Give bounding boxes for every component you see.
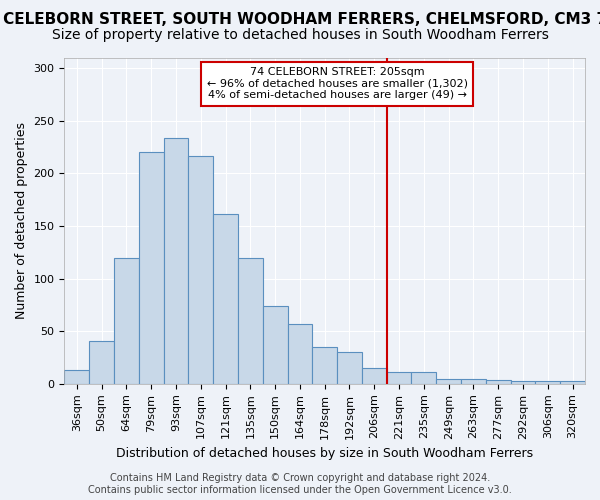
Y-axis label: Number of detached properties: Number of detached properties [15,122,28,319]
Bar [362,368,386,384]
Bar [114,258,139,384]
Bar [436,378,461,384]
Text: Size of property relative to detached houses in South Woodham Ferrers: Size of property relative to detached ho… [52,28,548,42]
Bar [263,306,287,384]
Text: Contains HM Land Registry data © Crown copyright and database right 2024.
Contai: Contains HM Land Registry data © Crown c… [88,474,512,495]
Bar [386,372,412,384]
Bar [511,380,535,384]
Bar [486,380,511,384]
Bar [337,352,362,384]
Bar [560,380,585,384]
Text: 74 CELEBORN STREET: 205sqm  
← 96% of detached houses are smaller (1,302)
4% of : 74 CELEBORN STREET: 205sqm ← 96% of deta… [206,67,467,100]
Bar [89,340,114,384]
X-axis label: Distribution of detached houses by size in South Woodham Ferrers: Distribution of detached houses by size … [116,447,533,460]
Bar [188,156,213,384]
Text: 74, CELEBORN STREET, SOUTH WOODHAM FERRERS, CHELMSFORD, CM3 7AF: 74, CELEBORN STREET, SOUTH WOODHAM FERRE… [0,12,600,28]
Bar [313,347,337,384]
Bar [535,380,560,384]
Bar [213,214,238,384]
Bar [461,378,486,384]
Bar [412,372,436,384]
Bar [238,258,263,384]
Bar [287,324,313,384]
Bar [64,370,89,384]
Bar [164,138,188,384]
Bar [139,152,164,384]
